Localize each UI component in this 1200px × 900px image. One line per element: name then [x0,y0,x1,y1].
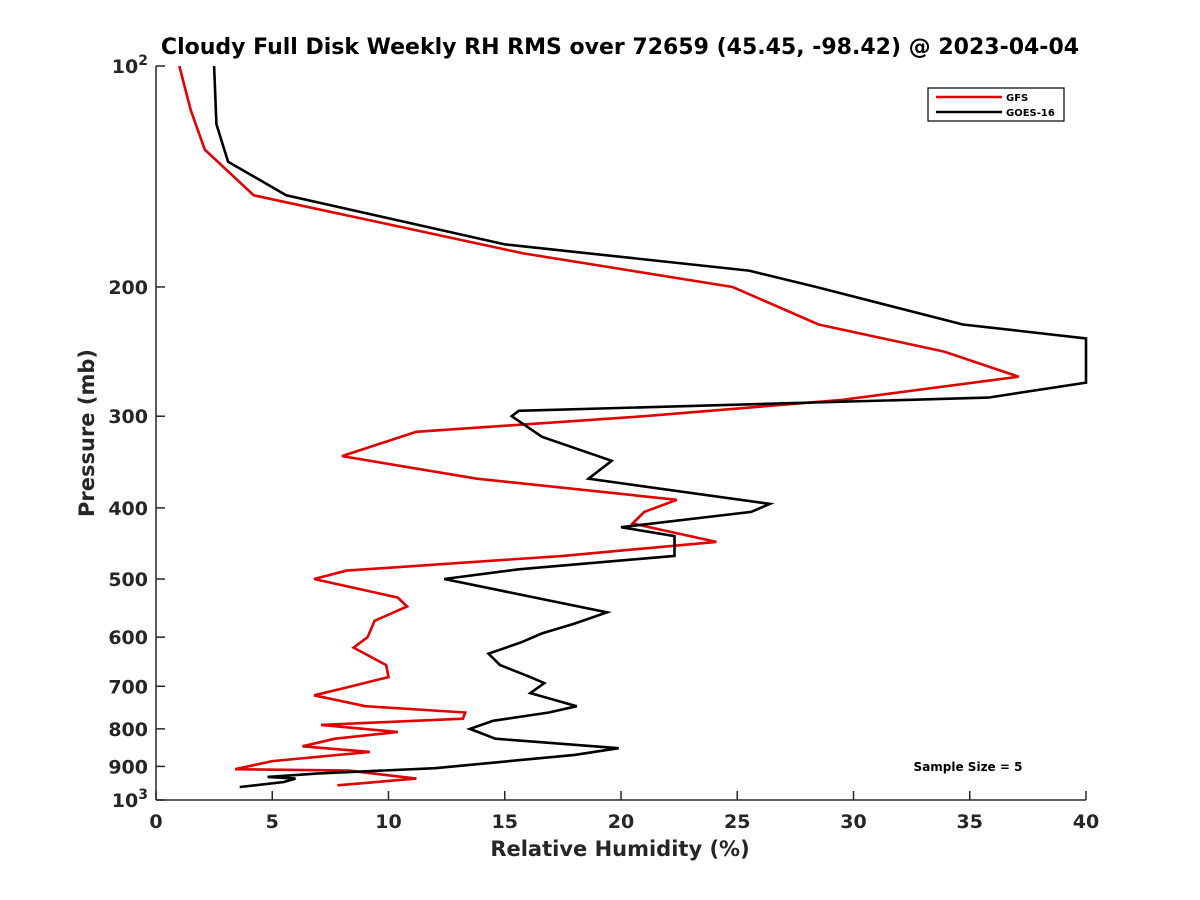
x-ticks: 0 5 10 15 20 25 30 35 40 [149,791,1099,833]
x-tick-label: 15 [492,811,518,833]
y-tick-label: 500 [108,569,148,591]
x-tick-label: 25 [724,811,750,833]
y-tick-label: 300 [108,406,148,428]
x-tick-label: 30 [840,811,866,833]
series-line-gfs [178,65,1020,787]
y-axis-title: Pressure (mb) [75,349,99,517]
chart-title: Cloudy Full Disk Weekly RH RMS over 7265… [161,35,1079,60]
x-tick-label: 0 [149,811,162,833]
y-tick-label: 400 [108,498,148,520]
x-tick-label: 20 [608,811,634,833]
y-tick-label: 800 [108,719,148,741]
sample-size-annotation: Sample Size = 5 [914,760,1023,774]
y-tick-label: 900 [108,756,148,778]
x-tick-label: 35 [957,811,983,833]
y-tick-label: 700 [108,676,148,698]
legend-label-gfs: GFS [1006,93,1028,104]
x-tick-label: 5 [266,811,279,833]
x-tick-label: 40 [1073,811,1099,833]
y-tick-label: 200 [108,277,148,299]
x-tick-label: 10 [375,811,401,833]
legend-box [927,87,1065,122]
series-layer [178,65,1088,789]
legend-label-goes16: GOES-16 [1006,108,1055,119]
x-axis-title: Relative Humidity (%) [490,837,749,861]
y-tick-label: 600 [108,627,148,649]
series-line-goes16 [212,65,1088,789]
legend: GFS GOES-16 [927,87,1065,122]
